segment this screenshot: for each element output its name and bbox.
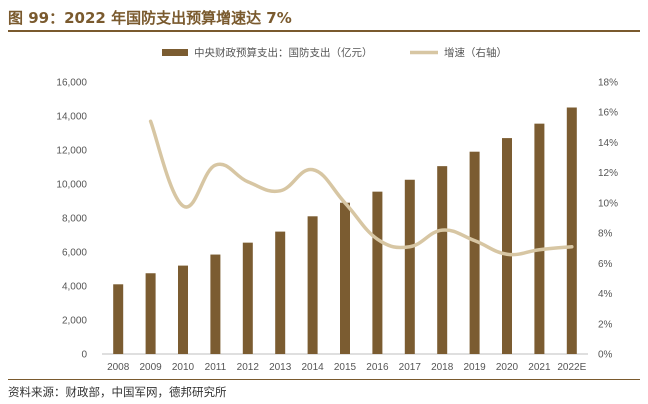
y-left-tick-label: 16,000 <box>56 78 87 89</box>
bar-series <box>113 107 577 355</box>
legend-label-bar: 中央财政预算支出：国防支出（亿元） <box>194 46 373 59</box>
x-tick-label-2015: 2015 <box>334 362 357 373</box>
x-tick-label-2018: 2018 <box>431 362 454 373</box>
y-right-tick-label: 14% <box>598 138 618 149</box>
y-right-tick-label: 10% <box>598 198 618 209</box>
y-right-tick-label: 0% <box>598 350 613 361</box>
bar-2009 <box>145 273 156 354</box>
y-left-tick-label: 14,000 <box>56 112 87 123</box>
y-axis-left-ticks: 0 2,000 4,000 6,000 8,000 10,000 12,000 14,000 1… <box>56 78 87 361</box>
bar-2017 <box>404 179 415 354</box>
y-left-tick-label: 12,000 <box>56 146 87 157</box>
x-tick-label-2012: 2012 <box>237 362 260 373</box>
bar-2011 <box>210 254 221 354</box>
y-right-tick-label: 8% <box>598 229 613 240</box>
y-right-tick-label: 4% <box>598 289 613 300</box>
footer-rule <box>8 379 640 380</box>
x-tick-label-2009: 2009 <box>139 362 162 373</box>
bar-2019 <box>469 151 480 354</box>
figure-title: 图 99：2022 年国防支出预算增速达 7% <box>8 9 292 27</box>
bar-2013 <box>275 231 286 354</box>
y-right-tick-label: 18% <box>598 78 618 89</box>
y-right-tick-label: 12% <box>598 168 618 179</box>
legend-swatch-bar <box>162 49 188 56</box>
bar-2018 <box>437 166 448 354</box>
title-rule <box>8 30 640 32</box>
bar-2022E <box>566 107 577 354</box>
bar-2012 <box>242 242 253 354</box>
y-right-tick-label: 2% <box>598 319 613 330</box>
bar-2021 <box>534 123 545 355</box>
y-right-tick-label: 16% <box>598 108 618 119</box>
x-tick-label-2020: 2020 <box>496 362 519 373</box>
bar-2008 <box>113 284 124 354</box>
x-axis-ticks: 2008 2009 2010 2011 2012 2013 2014 2015 2016 2017… <box>107 362 587 373</box>
bar-2020 <box>502 138 512 354</box>
y-left-tick-label: 6,000 <box>62 248 87 259</box>
legend: 中央财政预算支出：国防支出（亿元） 增速（右轴） <box>162 46 507 59</box>
x-tick-label-2011: 2011 <box>205 362 227 373</box>
bar-2014 <box>307 216 318 354</box>
x-tick-label-2013: 2013 <box>269 362 292 373</box>
line-series <box>148 119 574 257</box>
y-left-tick-label: 8,000 <box>62 214 87 225</box>
x-tick-label-2010: 2010 <box>172 362 195 373</box>
y-left-tick-label: 2,000 <box>62 316 87 327</box>
x-tick-label-2022E: 2022E <box>557 362 586 373</box>
growth-line <box>148 119 574 257</box>
bar-2010 <box>178 265 188 354</box>
x-tick-label-2017: 2017 <box>399 362 422 373</box>
y-axis-right-ticks: 0% 2% 4% 6% 8% 10% 12% 14% 16% 18% <box>598 78 618 361</box>
source-note: 资料来源：财政部，中国军网，德邦研究所 <box>8 385 227 399</box>
x-tick-label-2014: 2014 <box>301 362 324 373</box>
x-tick-label-2019: 2019 <box>463 362 486 373</box>
bar-2016 <box>372 191 383 354</box>
y-left-tick-label: 4,000 <box>62 282 87 293</box>
x-tick-label-2016: 2016 <box>366 362 389 373</box>
x-tick-label-2021: 2021 <box>528 362 551 373</box>
y-left-tick-label: 10,000 <box>56 180 87 191</box>
legend-label-line: 增速（右轴） <box>444 46 507 59</box>
bar-2015 <box>340 202 350 354</box>
y-right-tick-label: 6% <box>598 259 613 270</box>
x-tick-label-2008: 2008 <box>107 362 130 373</box>
y-left-tick-label: 0 <box>81 350 87 361</box>
